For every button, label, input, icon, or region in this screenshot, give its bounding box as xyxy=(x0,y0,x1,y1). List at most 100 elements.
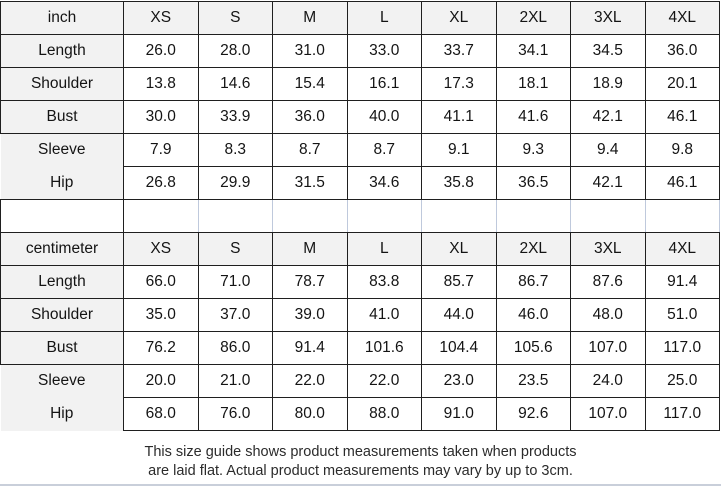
size-header-cell: 3XL xyxy=(570,1,646,35)
value-cell: 23.5 xyxy=(495,364,571,398)
footer-note-line2: are laid flat. Actual product measuremen… xyxy=(148,463,573,479)
measurement-row-length: Length 26.0 28.0 31.0 33.0 33.7 34.1 34.5 36.0 xyxy=(0,34,720,68)
row-label-cell: Bust xyxy=(0,100,124,134)
value-cell: 35.0 xyxy=(123,298,199,332)
value-cell: 40.0 xyxy=(346,100,422,134)
value-cell: 91.4 xyxy=(644,265,720,299)
value-cell: 87.6 xyxy=(570,265,646,299)
value-cell: 41.6 xyxy=(495,100,571,134)
value-cell: 92.6 xyxy=(495,397,571,431)
value-cell: 33.9 xyxy=(197,100,273,134)
row-label-cell: Bust xyxy=(0,331,124,365)
value-cell: 48.0 xyxy=(570,298,646,332)
value-cell: 18.9 xyxy=(570,67,646,101)
measurement-row-sleeve: Sleeve 20.0 21.0 22.0 22.0 23.0 23.5 24.0 25.0 xyxy=(0,364,720,398)
size-header-cell: 2XL xyxy=(495,232,571,266)
value-cell: 24.0 xyxy=(570,364,646,398)
value-cell: 14.6 xyxy=(197,67,273,101)
value-cell: 35.8 xyxy=(421,166,497,200)
footer-note: This size guide shows product measuremen… xyxy=(0,431,721,481)
value-cell: 41.0 xyxy=(346,298,422,332)
value-cell: 18.1 xyxy=(495,67,571,101)
measurement-row-shoulder: Shoulder 35.0 37.0 39.0 41.0 44.0 46.0 48.0 51.0 xyxy=(0,298,720,332)
measurement-row-shoulder: Shoulder 13.8 14.6 15.4 16.1 17.3 18.1 18.9 20.1 xyxy=(0,67,720,101)
value-cell: 9.3 xyxy=(495,133,571,167)
size-header-cell: XL xyxy=(421,232,497,266)
value-cell: 117.0 xyxy=(644,331,720,365)
size-header-cell: 4XL xyxy=(644,232,720,266)
value-cell: 46.0 xyxy=(495,298,571,332)
value-cell: 8.7 xyxy=(272,133,348,167)
measurement-row-length: Length 66.0 71.0 78.7 83.8 85.7 86.7 87.6 91.4 xyxy=(0,265,720,299)
spacer-cell xyxy=(272,199,348,233)
value-cell: 44.0 xyxy=(421,298,497,332)
value-cell: 78.7 xyxy=(272,265,348,299)
value-cell: 86.0 xyxy=(197,331,273,365)
value-cell: 36.0 xyxy=(644,34,720,68)
value-cell: 9.8 xyxy=(644,133,720,167)
row-label-cell: Hip xyxy=(0,166,124,200)
spacer-row xyxy=(0,199,720,233)
value-cell: 7.9 xyxy=(123,133,199,167)
footer-note-line1: This size guide shows product measuremen… xyxy=(144,444,577,460)
value-cell: 23.0 xyxy=(421,364,497,398)
size-header-cell: L xyxy=(346,1,422,35)
spacer-cell xyxy=(644,199,720,233)
value-cell: 33.7 xyxy=(421,34,497,68)
value-cell: 91.4 xyxy=(272,331,348,365)
value-cell: 22.0 xyxy=(346,364,422,398)
value-cell: 29.9 xyxy=(197,166,273,200)
value-cell: 34.1 xyxy=(495,34,571,68)
size-header-cell: S xyxy=(197,232,273,266)
value-cell: 25.0 xyxy=(644,364,720,398)
size-header-cell: XS xyxy=(123,232,199,266)
value-cell: 46.1 xyxy=(644,100,720,134)
bottom-gridline xyxy=(0,484,721,486)
size-header-cell: M xyxy=(272,232,348,266)
value-cell: 36.5 xyxy=(495,166,571,200)
value-cell: 21.0 xyxy=(197,364,273,398)
measurement-row-sleeve: Sleeve 7.9 8.3 8.7 8.7 9.1 9.3 9.4 9.8 xyxy=(0,133,720,167)
measurement-row-bust: Bust 30.0 33.9 36.0 40.0 41.1 41.6 42.1 46.1 xyxy=(0,100,720,134)
value-cell: 16.1 xyxy=(346,67,422,101)
value-cell: 46.1 xyxy=(644,166,720,200)
value-cell: 107.0 xyxy=(570,397,646,431)
value-cell: 36.0 xyxy=(272,100,348,134)
unit-header-cell: inch xyxy=(0,1,124,35)
value-cell: 91.0 xyxy=(421,397,497,431)
value-cell: 15.4 xyxy=(272,67,348,101)
value-cell: 68.0 xyxy=(123,397,199,431)
size-header-cell: S xyxy=(197,1,273,35)
value-cell: 37.0 xyxy=(197,298,273,332)
size-header-cell: M xyxy=(272,1,348,35)
size-header-cell: XL xyxy=(421,1,497,35)
size-header-cell: XS xyxy=(123,1,199,35)
value-cell: 80.0 xyxy=(272,397,348,431)
value-cell: 31.0 xyxy=(272,34,348,68)
value-cell: 76.2 xyxy=(123,331,199,365)
row-label-cell: Sleeve xyxy=(0,133,124,167)
value-cell: 41.1 xyxy=(421,100,497,134)
size-guide-table: inch XS S M L XL 2XL 3XL 4XL Length 26.0 28.0 31.0 33… xyxy=(0,1,720,431)
value-cell: 101.6 xyxy=(346,331,422,365)
spacer-cell xyxy=(197,199,273,233)
unit-header-cell: centimeter xyxy=(0,232,124,266)
size-header-cell: 4XL xyxy=(644,1,720,35)
value-cell: 8.7 xyxy=(346,133,422,167)
size-header-cell: 2XL xyxy=(495,1,571,35)
value-cell: 26.8 xyxy=(123,166,199,200)
row-label-cell: Shoulder xyxy=(0,67,124,101)
spacer-cell xyxy=(123,199,199,233)
value-cell: 33.0 xyxy=(346,34,422,68)
value-cell: 20.0 xyxy=(123,364,199,398)
value-cell: 85.7 xyxy=(421,265,497,299)
value-cell: 83.8 xyxy=(346,265,422,299)
value-cell: 13.8 xyxy=(123,67,199,101)
header-row-inch: inch XS S M L XL 2XL 3XL 4XL xyxy=(0,1,720,35)
row-label-cell: Hip xyxy=(0,397,124,431)
value-cell: 107.0 xyxy=(570,331,646,365)
value-cell: 20.1 xyxy=(644,67,720,101)
value-cell: 26.0 xyxy=(123,34,199,68)
value-cell: 86.7 xyxy=(495,265,571,299)
